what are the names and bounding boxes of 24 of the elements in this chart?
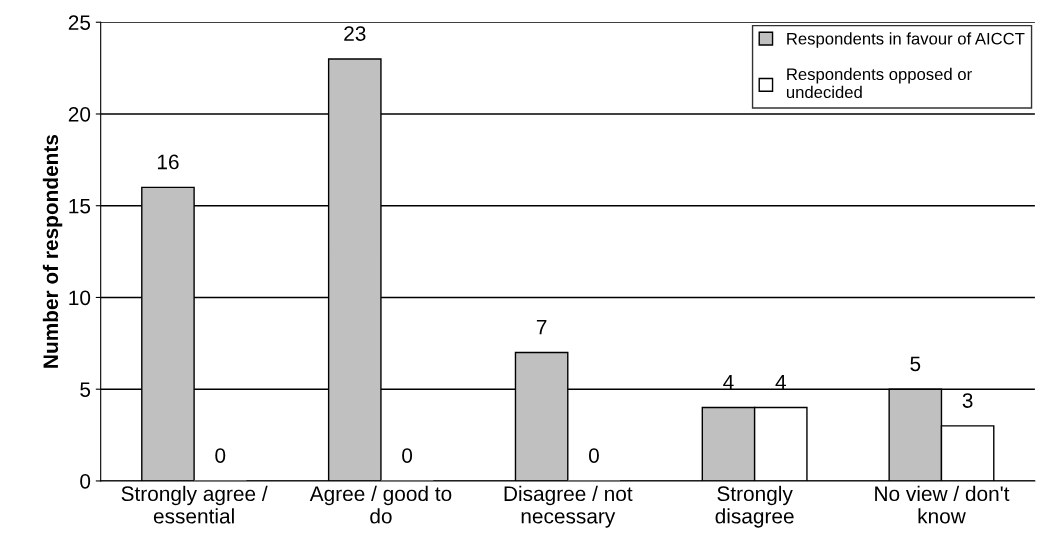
x-tick-label: Agree / good to do — [309, 485, 452, 524]
y-axis-title: Number of respondents — [42, 134, 63, 368]
legend-label: Respondents in favour of AICCT — [787, 32, 1025, 48]
data-label: 23 — [344, 26, 366, 41]
data-label: 5 — [910, 356, 921, 372]
data-label: 3 — [962, 393, 973, 408]
y-tick-label: 20 — [68, 106, 91, 122]
y-tick-label: 0 — [80, 473, 91, 489]
data-label: 4 — [723, 375, 734, 390]
data-label: 4 — [775, 375, 786, 390]
data-label: 16 — [157, 154, 179, 170]
y-tick-label: 25 — [68, 15, 91, 30]
y-tick-label: 15 — [69, 198, 91, 214]
data-label: 7 — [536, 319, 547, 335]
data-label: 0 — [588, 448, 599, 463]
data-label: 0 — [402, 448, 413, 463]
y-tick-label: 10 — [69, 290, 91, 306]
x-tick-label: Strongly disagree — [715, 485, 794, 528]
x-tick-label: Strongly agree / essential — [121, 485, 268, 524]
x-tick-label: Disagree / not necessary — [504, 485, 633, 528]
data-label: 0 — [215, 448, 226, 463]
y-tick-label: 5 — [80, 382, 91, 397]
x-tick-label: No view / don't know — [875, 485, 1010, 524]
legend-label: Respondents opposed or undecided — [786, 67, 972, 99]
